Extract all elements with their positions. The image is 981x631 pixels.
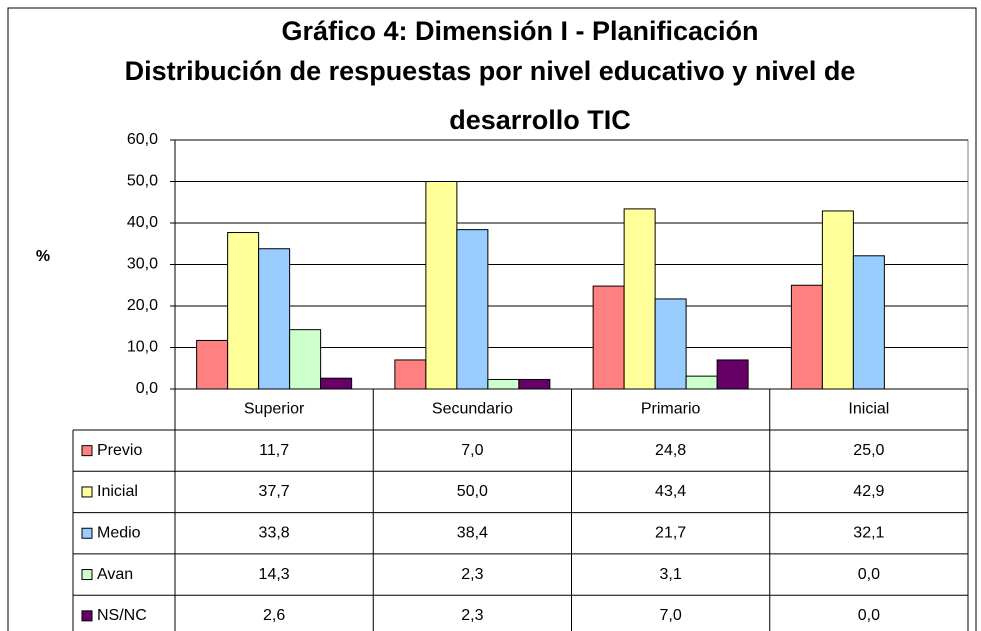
x-tick-label: Secundario xyxy=(432,401,513,418)
bar xyxy=(623,208,656,390)
bar xyxy=(592,285,625,390)
table-value: 7,0 xyxy=(461,442,483,459)
legend-swatch xyxy=(81,610,93,622)
y-tick-label: 30,0 xyxy=(127,256,158,273)
table-value: 38,4 xyxy=(457,524,488,541)
chart-title: Distribución de respuestas por nivel edu… xyxy=(125,56,856,86)
table-value: 0,0 xyxy=(858,566,880,583)
table-value: 3,1 xyxy=(660,566,682,583)
bar xyxy=(716,359,749,390)
table-value: 2,6 xyxy=(263,607,285,624)
y-tick-label: 10,0 xyxy=(127,339,158,356)
table-value: 2,3 xyxy=(461,607,483,624)
table-value: 21,7 xyxy=(655,524,686,541)
bar xyxy=(227,232,260,390)
table-value: 43,4 xyxy=(655,483,686,500)
bar xyxy=(487,378,520,390)
table-value: 25,0 xyxy=(853,442,884,459)
legend-swatch xyxy=(81,569,93,581)
y-tick-label: 40,0 xyxy=(127,214,158,231)
legend-label: Inicial xyxy=(97,483,138,500)
table-value: 42,9 xyxy=(853,483,884,500)
bar xyxy=(196,339,229,390)
x-tick-label: Superior xyxy=(244,401,305,418)
legend-label: Avan xyxy=(97,566,133,583)
bar xyxy=(320,377,353,390)
legend-label: Medio xyxy=(97,524,141,541)
bar xyxy=(852,255,885,390)
table-value: 2,3 xyxy=(461,566,483,583)
table-value: 37,7 xyxy=(259,483,290,500)
legend-label: NS/NC xyxy=(97,607,147,624)
bar xyxy=(790,284,823,390)
bar xyxy=(456,229,489,390)
y-tick-label: 20,0 xyxy=(127,297,158,314)
table-value: 32,1 xyxy=(853,524,884,541)
table-value: 50,0 xyxy=(457,483,488,500)
table-value: 14,3 xyxy=(259,566,290,583)
table-value: 11,7 xyxy=(259,442,289,459)
table-value: 0,0 xyxy=(858,607,880,624)
bar xyxy=(394,359,427,390)
y-tick-label: 50,0 xyxy=(127,173,158,190)
bar xyxy=(289,329,322,390)
bar xyxy=(258,248,291,390)
legend-swatch xyxy=(81,527,93,539)
table-value: 24,8 xyxy=(655,442,686,459)
y-tick-label: 60,0 xyxy=(127,131,158,148)
legend-swatch xyxy=(81,486,93,498)
chart-title: Gráfico 4: Dimensión I - Planificación xyxy=(281,16,758,46)
legend-swatch xyxy=(81,445,93,457)
table-value: 7,0 xyxy=(660,607,682,624)
bar xyxy=(821,210,854,390)
bar xyxy=(518,378,551,390)
y-axis-label: % xyxy=(36,248,50,265)
bar xyxy=(685,375,718,390)
x-tick-label: Primario xyxy=(641,401,701,418)
x-tick-label: Inicial xyxy=(848,401,889,418)
bar xyxy=(654,298,687,390)
table-value: 33,8 xyxy=(259,524,290,541)
bar xyxy=(425,181,458,390)
legend-label: Previo xyxy=(97,442,142,459)
chart-title: desarrollo TIC xyxy=(449,105,631,135)
y-tick-label: 0,0 xyxy=(136,380,158,397)
